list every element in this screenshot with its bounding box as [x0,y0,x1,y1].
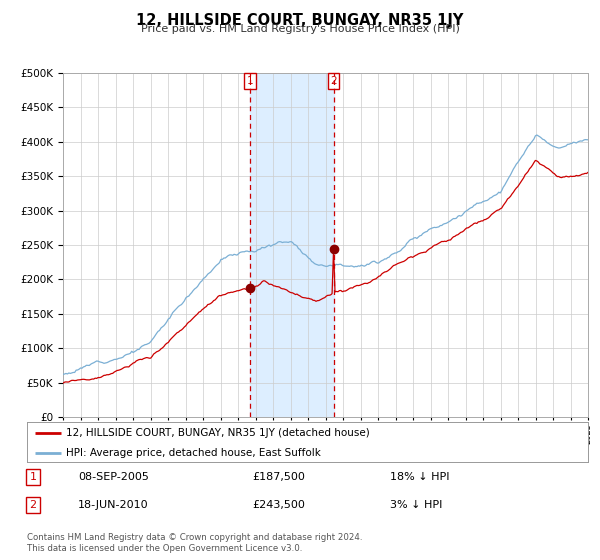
Text: 2: 2 [29,500,37,510]
Text: 12, HILLSIDE COURT, BUNGAY, NR35 1JY: 12, HILLSIDE COURT, BUNGAY, NR35 1JY [136,13,464,28]
Text: 12, HILLSIDE COURT, BUNGAY, NR35 1JY (detached house): 12, HILLSIDE COURT, BUNGAY, NR35 1JY (de… [66,428,370,437]
Bar [250,73,334,417]
Text: 1: 1 [247,76,253,86]
Text: 1: 1 [29,472,37,482]
Text: £243,500: £243,500 [252,500,305,510]
Text: 18% ↓ HPI: 18% ↓ HPI [390,472,449,482]
Text: 18-JUN-2010: 18-JUN-2010 [78,500,149,510]
Text: 2: 2 [330,76,337,86]
Text: 3% ↓ HPI: 3% ↓ HPI [390,500,442,510]
Text: 08-SEP-2005: 08-SEP-2005 [78,472,149,482]
Text: Contains HM Land Registry data © Crown copyright and database right 2024.
This d: Contains HM Land Registry data © Crown c… [27,533,362,553]
Text: HPI: Average price, detached house, East Suffolk: HPI: Average price, detached house, East… [66,448,321,458]
Text: Price paid vs. HM Land Registry's House Price Index (HPI): Price paid vs. HM Land Registry's House … [140,24,460,34]
Text: £187,500: £187,500 [252,472,305,482]
